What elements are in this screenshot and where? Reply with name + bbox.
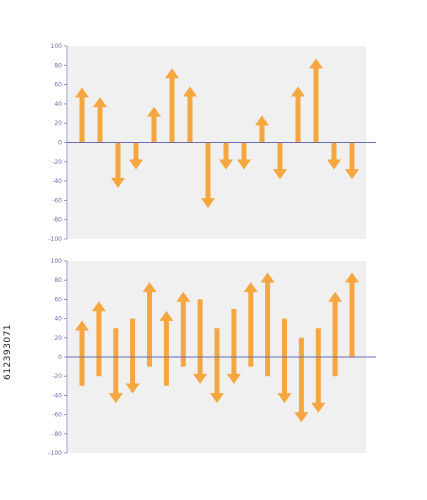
y-tick-label: -60 <box>52 412 62 419</box>
arrow-bar-11 <box>255 115 269 143</box>
y-tick-label: 20 <box>54 120 62 127</box>
arrow-bar-11 <box>243 282 258 367</box>
arrow-bar-10 <box>226 309 241 384</box>
arrow-bar-4 <box>129 142 143 170</box>
y-tick-label: 40 <box>54 316 62 323</box>
lower-arrow-chart: 100 80 60 40 20 0 -20 -40 -60 -80 -100 <box>48 258 376 457</box>
arrow-bar-16 <box>328 291 343 377</box>
arrow-bar-9 <box>219 142 233 170</box>
arrow-bar-3 <box>108 328 123 404</box>
arrow-bar-10 <box>237 142 251 170</box>
y-tick-label: -20 <box>52 373 62 380</box>
arrow-bar-3 <box>111 142 125 188</box>
arrow-bar-7 <box>176 291 191 367</box>
y-tick-label: 40 <box>54 101 62 108</box>
arrow-bar-8 <box>201 142 215 209</box>
y-tick-label: -100 <box>48 236 62 243</box>
arrow-bar-15 <box>327 142 341 170</box>
arrow-bar-2 <box>91 301 106 377</box>
arrow-bar-14 <box>309 58 323 143</box>
y-tick-label: -40 <box>52 392 62 399</box>
arrow-bar-8 <box>193 299 208 384</box>
y-tick-label: 80 <box>54 62 62 69</box>
y-tick-label: 0 <box>58 140 62 147</box>
y-tick-label: -60 <box>52 197 62 204</box>
arrow-bar-14 <box>294 337 309 423</box>
arrow-bar-13 <box>277 318 292 404</box>
arrow-bar-1 <box>75 87 89 143</box>
arrow-bar-4 <box>125 318 140 394</box>
y-tick-label: 0 <box>58 354 62 361</box>
upper-arrow-chart: 100 80 60 40 20 0 -20 -40 -60 -80 -100 <box>48 43 376 243</box>
y-tick-label: 100 <box>51 258 63 265</box>
arrow-bar-5 <box>147 106 161 143</box>
stock-id-text: 612393071 <box>3 323 13 380</box>
y-tick-label: 60 <box>54 82 62 89</box>
y-tick-label: 100 <box>51 43 63 50</box>
arrow-bar-9 <box>210 328 224 404</box>
y-tick-label: -100 <box>48 450 62 457</box>
arrow-bar-6 <box>159 310 174 386</box>
arrow-bar-15 <box>311 328 326 413</box>
y-tick-label: -40 <box>52 178 62 185</box>
y-tick-label: -80 <box>52 431 62 438</box>
arrow-bar-12 <box>273 142 287 180</box>
arrow-bar-6 <box>165 68 179 143</box>
arrow-bar-12 <box>260 272 275 377</box>
arrow-bar-17 <box>345 272 359 357</box>
arrow-bar-2 <box>93 97 107 143</box>
arrow-bar-5 <box>142 282 157 367</box>
arrow-bar-13 <box>291 86 305 143</box>
y-tick-label: -20 <box>52 159 62 166</box>
y-tick-label: -80 <box>52 217 62 224</box>
y-tick-label: 60 <box>54 296 62 303</box>
y-tick-label: 80 <box>54 277 62 284</box>
arrow-bar-1 <box>75 320 89 386</box>
arrow-bar-16 <box>345 142 359 180</box>
arrow-bar-7 <box>183 86 197 143</box>
y-tick-label: 20 <box>54 335 62 342</box>
